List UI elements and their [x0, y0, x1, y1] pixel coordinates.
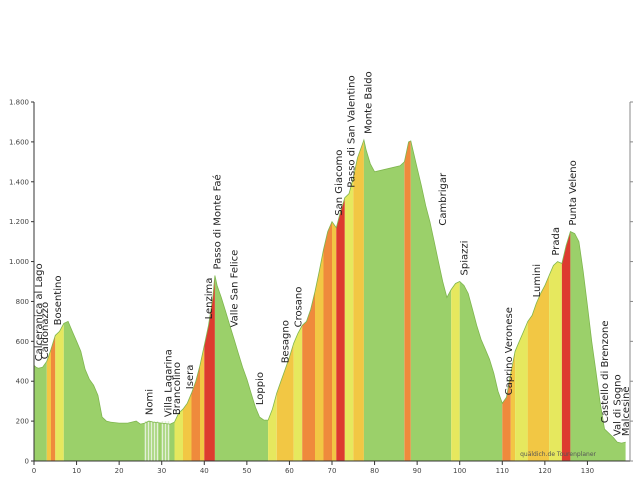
- gradient-band-light: [293, 139, 303, 461]
- gradient-band-moderate: [315, 139, 324, 461]
- place-label: Bosentino: [53, 276, 64, 326]
- place-label: Crosano: [293, 287, 304, 328]
- place-label: Nomi: [144, 389, 155, 415]
- place-label: Villa Lagarina: [164, 349, 175, 417]
- place-label: Valle San Felice: [230, 250, 241, 328]
- gradient-band-light: [268, 139, 277, 461]
- x-tick-label: 30: [157, 467, 166, 475]
- gradient-band-moderate: [510, 139, 516, 461]
- gradient-band-light: [451, 139, 460, 461]
- gradient-band-steep: [323, 139, 332, 461]
- y-tick-label: 1.400: [9, 178, 29, 186]
- place-label: Malcesine: [621, 386, 632, 436]
- gradient-band-flat: [410, 139, 452, 461]
- place-label: Brancolino: [172, 362, 183, 415]
- place-label: Monte Baldo: [364, 71, 375, 134]
- gradient-band-flat: [63, 139, 175, 461]
- elevation-profile-outline: [33, 138, 626, 444]
- x-tick-label: 110: [496, 467, 509, 475]
- x-tick-label: 100: [453, 467, 466, 475]
- gradient-band-steep: [191, 139, 200, 461]
- gradient-band-very_steep: [336, 139, 345, 461]
- x-tick-label: 90: [413, 467, 422, 475]
- x-tick-label: 50: [242, 467, 251, 475]
- y-tick-label: 1.800: [9, 99, 29, 107]
- place-label: Prada: [551, 227, 562, 256]
- gradient-band-flat: [363, 139, 405, 461]
- gradient-band-light: [515, 139, 528, 461]
- x-tick-label: 130: [581, 467, 594, 475]
- y-tick-label: 400: [16, 378, 29, 386]
- gradient-band-flat: [214, 139, 269, 461]
- place-label: Cambrigar: [438, 172, 449, 226]
- x-tick-label: 80: [370, 467, 379, 475]
- y-tick-label: 0: [25, 458, 29, 466]
- gradient-band-flat: [459, 139, 503, 461]
- gradient-band-light: [344, 139, 354, 461]
- tunnel-stripe: [161, 421, 164, 461]
- place-label: Lenzima: [204, 278, 215, 320]
- gradient-band-steep: [302, 139, 315, 461]
- tunnel-stripe: [167, 421, 170, 461]
- axes: 0 200 400 600 800 1.000 1.200 1.400 1.600 1.800 0 1…: [9, 99, 633, 475]
- place-label: Loppio: [255, 372, 266, 405]
- gradient-band-steep: [404, 139, 411, 461]
- tunnel-stripe: [144, 421, 147, 461]
- gradient-band-moderate: [276, 139, 294, 461]
- tunnel-stripe: [164, 421, 167, 461]
- x-tick-label: 10: [72, 467, 81, 475]
- tunnel-stripe: [150, 421, 153, 461]
- place-label: Passo di Monte Faé: [212, 174, 224, 269]
- x-tick-label: 120: [538, 467, 551, 475]
- x-tick-label: 20: [115, 467, 124, 475]
- y-tick-label: 1.600: [9, 138, 29, 146]
- tunnel-stripe: [156, 421, 159, 461]
- y-tick-label: 600: [16, 338, 29, 346]
- tunnel-stripe: [147, 421, 150, 461]
- place-label: Lumini: [532, 264, 543, 297]
- place-label: Castello di Brenzone: [600, 320, 611, 423]
- gradient-band-very_steep: [561, 139, 571, 461]
- place-label: Caldonazzo: [40, 302, 51, 359]
- place-label: Val di Sogno: [613, 374, 624, 436]
- tunnel-stripe: [153, 421, 156, 461]
- chart-credit: quäldich.de Tourenplaner: [520, 451, 596, 458]
- x-tick-label: 60: [285, 467, 294, 475]
- place-label: Punta Veleno: [568, 160, 579, 225]
- place-label: Passo di San Valentino: [347, 75, 358, 187]
- y-tick-label: 1.000: [9, 258, 29, 266]
- gradient-band-light: [549, 139, 562, 461]
- y-tick-label: 800: [16, 298, 29, 306]
- x-tick-label: 40: [200, 467, 209, 475]
- place-label: Isera: [185, 365, 196, 390]
- y-tick-label: 200: [16, 418, 29, 426]
- x-tick-label: 70: [328, 467, 337, 475]
- x-tick-label: 0: [32, 467, 36, 475]
- tunnel-markers: [144, 421, 170, 461]
- place-label: Calceranica al Lago: [34, 263, 45, 361]
- place-label: Spiazzi: [460, 241, 471, 276]
- place-label: Besagno: [281, 320, 292, 363]
- place-label: San Giacomo: [334, 150, 345, 216]
- gradient-band-steep: [502, 139, 511, 461]
- gradient-band-moderate: [332, 139, 337, 461]
- y-tick-label: 1.200: [9, 218, 29, 226]
- place-label: Caprino Veronese: [504, 307, 515, 395]
- gradient-band-moderate: [46, 139, 52, 461]
- gradient-band-moderate: [353, 139, 364, 461]
